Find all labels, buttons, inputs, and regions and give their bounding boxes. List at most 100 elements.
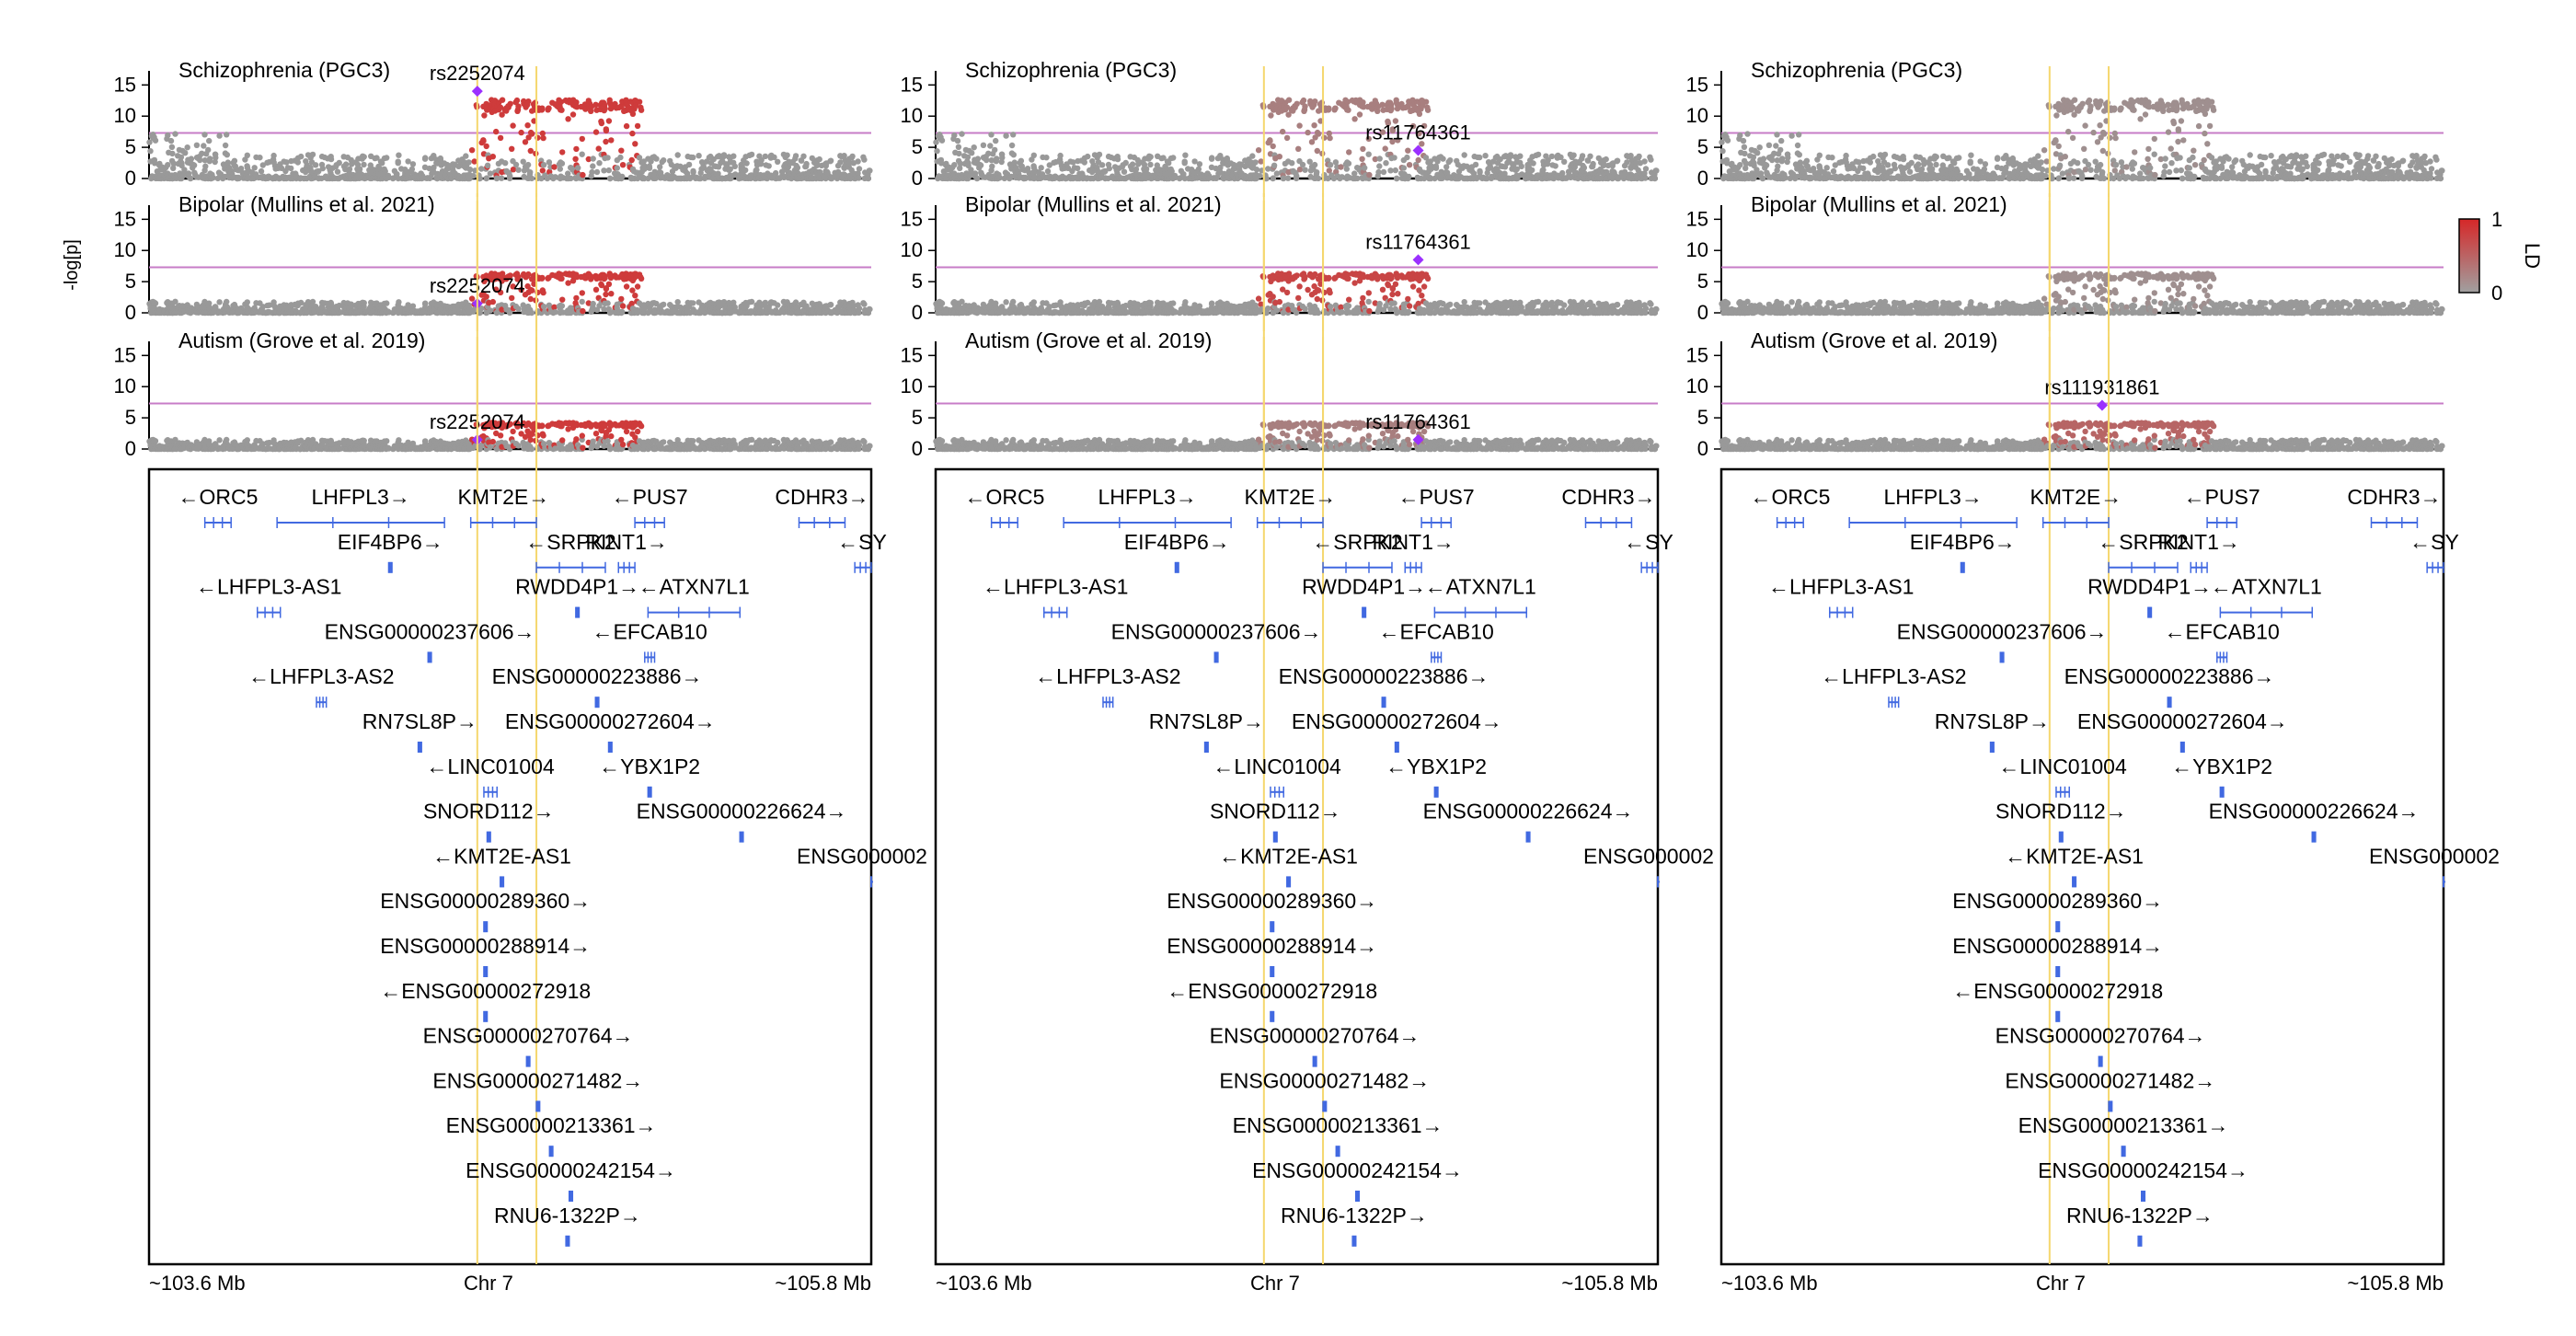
snp-point [934, 148, 940, 155]
snp-point [955, 144, 962, 150]
snp-point [152, 300, 159, 306]
snp-point [1360, 145, 1366, 153]
snp-point [497, 104, 504, 110]
snp-point [951, 162, 958, 168]
gene-label: RNU6-1322P→ [494, 1204, 641, 1227]
snp-point [971, 144, 977, 151]
snp-point [608, 137, 615, 144]
snp-point [993, 137, 999, 144]
snp-point [775, 302, 781, 308]
gene-label: ←YBX1P2 [599, 754, 700, 778]
snp-point [178, 154, 185, 160]
y-tick-label: 15 [114, 207, 136, 230]
snp-point [607, 175, 614, 182]
snp-point [1257, 173, 1263, 179]
snp-point [395, 160, 401, 167]
snp-point [346, 166, 353, 173]
snp-point [1351, 170, 1358, 177]
snp-point [1195, 166, 1202, 173]
snp-point [309, 151, 316, 158]
snp-point [628, 300, 635, 307]
snp-point [1253, 167, 1260, 173]
snp-point [478, 166, 485, 172]
snp-point [598, 120, 605, 127]
gene-label: ENSG00000226624→ [637, 800, 847, 823]
snp-point [374, 155, 380, 161]
gene-label: ←EFCAB10 [592, 619, 707, 643]
y-tick-label: 15 [114, 343, 136, 366]
gene-label: ENSG00000223886→ [492, 664, 703, 688]
snp-point [188, 175, 194, 182]
snp-point [1289, 160, 1295, 167]
trait-label: Bipolar (Mullins et al. 2021) [178, 192, 435, 216]
snp-point [182, 150, 189, 156]
snp-point [1296, 122, 1303, 129]
snp-point [1270, 175, 1277, 181]
snp-point [619, 441, 627, 448]
snp-point [152, 160, 158, 167]
snp-point [540, 162, 547, 168]
snp-point [334, 168, 341, 175]
snp-point [422, 300, 429, 306]
snp-point [969, 150, 975, 156]
snp-point [661, 439, 667, 445]
snp-point [861, 301, 868, 307]
y-tick-label: 5 [125, 270, 136, 293]
snp-point [483, 143, 489, 150]
snp-point [573, 99, 580, 106]
snp-point [989, 163, 995, 169]
snp-point [593, 168, 601, 176]
snp-point [1294, 172, 1300, 179]
snp-point [342, 166, 349, 173]
snp-point [596, 160, 603, 167]
snp-point [951, 132, 958, 139]
snp-point [590, 163, 596, 169]
snp-point [527, 147, 534, 155]
snp-point [528, 445, 535, 453]
snp-point [602, 106, 608, 112]
snp-point [394, 171, 400, 178]
snp-point [499, 97, 506, 103]
snp-point [579, 290, 585, 296]
snp-point [316, 168, 322, 175]
snp-point [524, 122, 531, 129]
snp-point [1332, 105, 1339, 111]
snp-point [437, 156, 444, 163]
snp-point [988, 132, 995, 138]
snp-point [1299, 161, 1306, 168]
snp-point [515, 305, 522, 312]
snp-point [856, 175, 862, 181]
snp-point [743, 160, 750, 167]
snp-point [608, 432, 615, 440]
snp-point [636, 98, 643, 105]
snp-point [573, 436, 580, 443]
y-tick-label: 0 [125, 301, 136, 324]
gene-label: ENSG00000270764→ [423, 1024, 634, 1048]
snp-point [165, 162, 171, 168]
snp-point [1268, 112, 1274, 119]
snp-point [298, 153, 305, 160]
snp-point [634, 122, 641, 130]
snp-point [634, 428, 641, 435]
x-start-label: ~103.6 Mb [149, 1272, 246, 1295]
snp-point [510, 167, 517, 173]
snp-point [690, 438, 696, 444]
snp-point [539, 167, 546, 174]
snp-point [590, 300, 596, 307]
gene-label: CDHR3→ [775, 485, 868, 509]
snp-point [605, 167, 612, 174]
snp-point [580, 171, 586, 179]
snp-point [619, 162, 627, 168]
snp-point [558, 107, 565, 113]
snp-point [216, 132, 223, 139]
snp-point [210, 175, 216, 181]
snp-point [328, 155, 335, 163]
snp-point [527, 169, 534, 176]
snp-point [493, 128, 500, 135]
snp-point [524, 161, 532, 168]
snp-point [959, 131, 965, 137]
snp-point [559, 296, 566, 303]
snp-point [540, 432, 546, 439]
snp-point [557, 166, 563, 172]
